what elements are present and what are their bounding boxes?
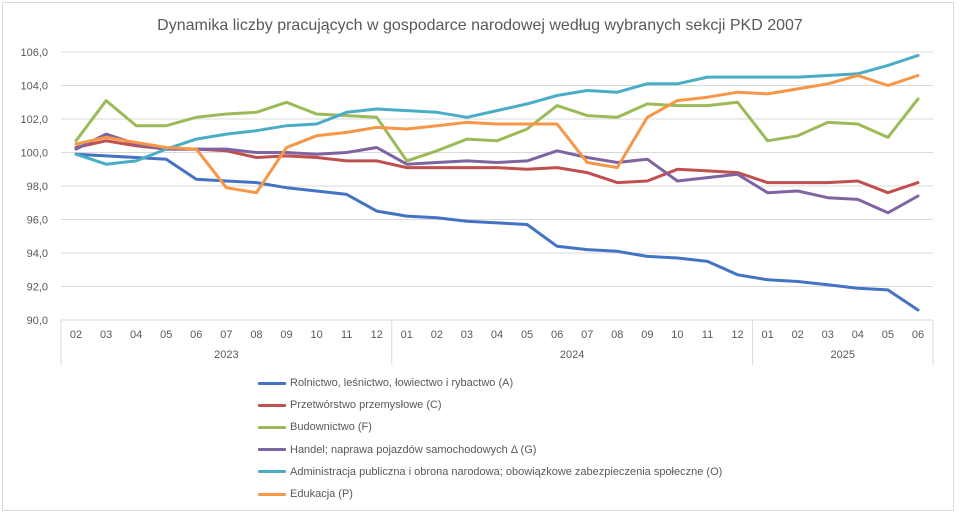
legend-item: Edukacja (P) [258, 483, 722, 505]
legend-label: Rolnictwo, leśnictwo, łowiectwo i rybact… [290, 377, 514, 390]
x-tick-label: 05 [521, 329, 533, 341]
x-tick-label: 06 [912, 329, 924, 341]
x-tick-label: 10 [671, 329, 683, 341]
y-tick-label: 92,0 [27, 282, 48, 294]
legend-label: Przetwórstwo przemysłowe (C) [290, 399, 442, 412]
x-tick-label: 02 [431, 329, 443, 341]
y-tick-label: 100,0 [20, 148, 48, 160]
legend-swatch [258, 492, 286, 496]
legend: Rolnictwo, leśnictwo, łowiectwo i rybact… [258, 372, 722, 505]
x-tick-label: 06 [190, 329, 202, 341]
y-tick-label: 90,0 [27, 315, 48, 327]
legend-item: Budownictwo (F) [258, 416, 722, 438]
legend-item: Rolnictwo, leśnictwo, łowiectwo i rybact… [258, 372, 722, 394]
x-tick-label: 09 [280, 329, 292, 341]
x-tick-label: 03 [822, 329, 834, 341]
legend-label: Budownictwo (F) [290, 421, 372, 434]
x-tick-label: 08 [250, 329, 262, 341]
y-tick-label: 96,0 [27, 215, 48, 227]
series-line-3 [74, 132, 920, 215]
legend-label: Handel; naprawa pojazdów samochodowych Δ… [290, 443, 537, 456]
legend-item: Przetwórstwo przemysłowe (C) [258, 394, 722, 416]
series-line-5 [74, 74, 920, 195]
x-tick-label: 04 [491, 329, 503, 341]
legend-item: Administracja publiczna i obrona narodow… [258, 461, 722, 483]
x-tick-label: 12 [731, 329, 743, 341]
y-tick-label: 98,0 [27, 181, 48, 193]
x-tick-label: 02 [70, 329, 82, 341]
y-tick-label: 106,0 [20, 47, 48, 59]
x-tick-label: 03 [461, 329, 473, 341]
y-tick-label: 94,0 [27, 248, 48, 260]
y-tick-label: 102,0 [20, 114, 48, 126]
x-tick-label: 01 [401, 329, 413, 341]
year-label: 2024 [560, 349, 584, 361]
x-tick-label: 10 [310, 329, 322, 341]
x-tick-label: 03 [100, 329, 112, 341]
legend-label: Edukacja (P) [290, 488, 353, 501]
year-label: 2023 [214, 349, 238, 361]
x-tick-label: 05 [882, 329, 894, 341]
x-tick-label: 06 [551, 329, 563, 341]
x-tick-label: 05 [160, 329, 172, 341]
x-tick-label: 09 [641, 329, 653, 341]
x-tick-label: 04 [130, 329, 142, 341]
chart-title: Dynamika liczby pracujących w gospodarce… [157, 17, 803, 34]
series-line-2 [74, 97, 920, 163]
x-tick-label: 02 [792, 329, 804, 341]
legend-swatch [258, 470, 286, 474]
legend-item: Handel; naprawa pojazdów samochodowych Δ… [258, 439, 722, 461]
x-tick-label: 11 [341, 329, 352, 341]
x-tick-label: 12 [371, 329, 383, 341]
x-tick-label: 08 [611, 329, 623, 341]
legend-swatch [258, 448, 286, 452]
x-tick-label: 01 [761, 329, 773, 341]
legend-swatch [258, 381, 286, 385]
y-tick-label: 104,0 [20, 81, 48, 93]
legend-label: Administracja publiczna i obrona narodow… [290, 465, 723, 478]
x-tick-label: 07 [220, 329, 232, 341]
x-tick-label: 11 [702, 329, 713, 341]
year-label: 2025 [831, 349, 855, 361]
legend-swatch [258, 425, 286, 429]
legend-swatch [258, 403, 286, 407]
x-tick-label: 04 [852, 329, 864, 341]
x-tick-label: 07 [581, 329, 593, 341]
